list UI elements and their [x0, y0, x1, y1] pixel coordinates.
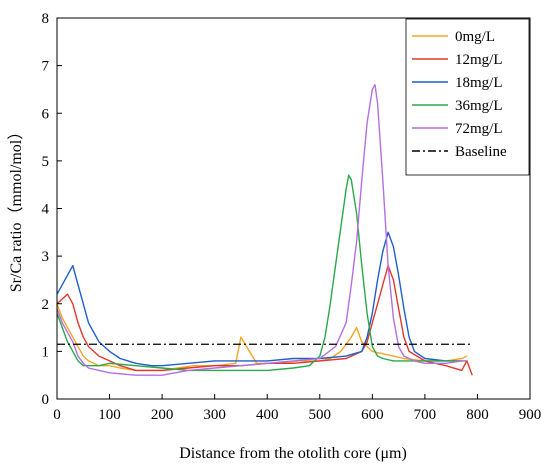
- x-tick-label: 500: [309, 407, 332, 423]
- x-tick-label: 100: [98, 407, 121, 423]
- series-line-36mg-l: [56, 174, 467, 372]
- y-tick-label: 3: [42, 249, 50, 265]
- x-tick-label: 0: [53, 407, 61, 423]
- y-tick-label: 7: [42, 59, 50, 75]
- series-line-72mg-l: [56, 83, 467, 376]
- y-tick-label: 1: [42, 344, 50, 360]
- legend-label-0mg-l: 0mg/L: [455, 29, 495, 45]
- y-tick-label: 4: [42, 202, 50, 218]
- x-tick-label: 400: [256, 407, 279, 423]
- legend-label-baseline: Baseline: [455, 144, 507, 160]
- y-tick-label: 6: [42, 106, 50, 122]
- y-axis-label: Sr/Ca ratio（mmol/mol）: [7, 124, 25, 292]
- x-tick-label: 900: [519, 407, 542, 423]
- y-tick-label: 8: [42, 11, 50, 27]
- y-tick-label: 2: [42, 297, 50, 313]
- x-tick-label: 800: [466, 407, 489, 423]
- x-tick-label: 600: [361, 407, 384, 423]
- y-tick-label: 0: [42, 392, 50, 408]
- legend: 0mg/L 12mg/L 18mg/L 36mg/L 72mg/L Baseline: [405, 18, 530, 176]
- x-axis-label: Distance from the otolith core (μm): [179, 445, 407, 462]
- legend-label-18mg-l: 18mg/L: [455, 75, 503, 91]
- legend-label-36mg-l: 36mg/L: [455, 98, 503, 114]
- x-tick-label: 300: [203, 407, 226, 423]
- series-line-18mg-l: [56, 231, 462, 367]
- series-line-12mg-l: [56, 264, 473, 376]
- x-tick-label: 200: [151, 407, 174, 423]
- series-line-0mg-l: [56, 303, 468, 372]
- x-axis-ticks: 0 100 200 300 400 500 600 700 800 900: [53, 394, 541, 423]
- legend-box: [405, 18, 530, 176]
- legend-label-72mg-l: 72mg/L: [455, 121, 503, 137]
- y-tick-label: 5: [42, 154, 50, 170]
- y-axis-ticks: 0 1 2 3 4 5 6 7 8: [42, 11, 62, 408]
- x-tick-label: 700: [414, 407, 437, 423]
- plot-content: [56, 83, 473, 376]
- legend-label-12mg-l: 12mg/L: [455, 52, 503, 68]
